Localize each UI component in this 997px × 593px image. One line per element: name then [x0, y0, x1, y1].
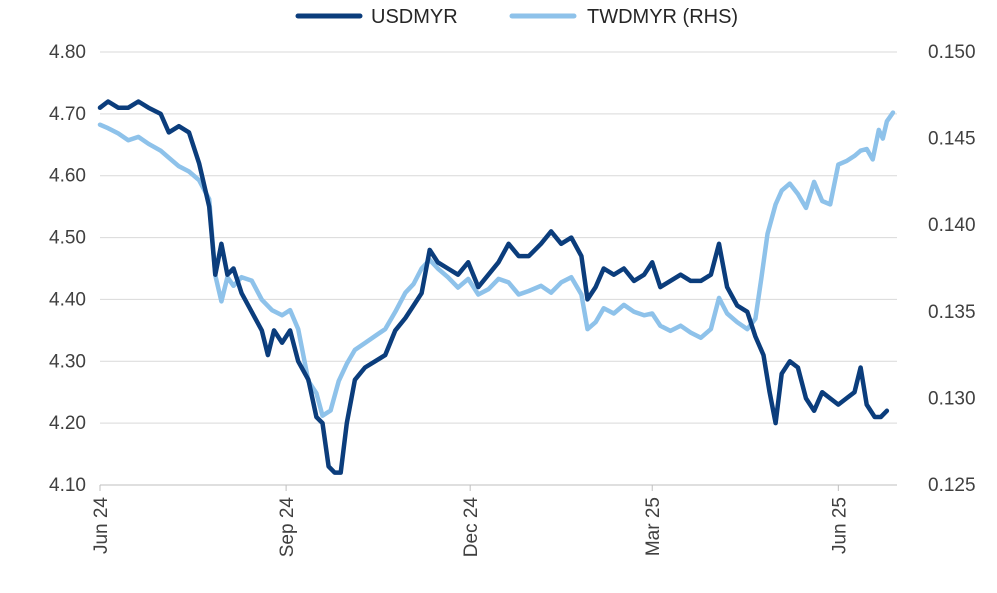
right-tick-label: 0.125	[928, 475, 976, 496]
right-tick-label: 0.140	[928, 215, 976, 236]
x-tick-label: Mar 25	[643, 497, 664, 556]
x-tick-label: Sep 24	[277, 497, 298, 558]
right-axis-ticks: 0.150 0.145 0.140 0.135 0.130 0.125	[928, 42, 976, 496]
left-axis-ticks: 4.80 4.70 4.60 4.50 4.40 4.30 4.20 4.10	[49, 42, 86, 496]
series-line-twdmyr-rhs	[97, 110, 896, 418]
x-axis-ticks: Jun 24 Sep 24 Dec 24 Mar 25 Jun 25	[91, 485, 850, 557]
right-tick-label: 0.130	[928, 388, 976, 409]
legend-label: TWDMYR (RHS)	[587, 6, 738, 28]
left-tick-label: 4.80	[49, 42, 86, 63]
grid-lines	[100, 51, 897, 424]
left-tick-label: 4.40	[49, 289, 86, 310]
series-layer	[97, 99, 896, 475]
x-tick-label: Jun 25	[829, 497, 850, 554]
legend: USDMYR TWDMYR (RHS)	[295, 6, 738, 28]
right-tick-label: 0.150	[928, 42, 976, 63]
right-tick-label: 0.145	[928, 129, 976, 150]
series-line-usdmyr	[97, 99, 890, 475]
x-tick-label: Jun 24	[91, 497, 112, 554]
left-tick-label: 4.20	[49, 413, 86, 434]
left-tick-label: 4.30	[49, 351, 86, 372]
left-tick-label: 4.70	[49, 104, 86, 125]
right-tick-label: 0.135	[928, 302, 976, 323]
left-tick-label: 4.60	[49, 166, 86, 187]
left-tick-label: 4.50	[49, 228, 86, 249]
x-tick-label: Dec 24	[461, 497, 482, 558]
legend-label: USDMYR	[371, 6, 458, 28]
left-tick-label: 4.10	[49, 475, 86, 496]
